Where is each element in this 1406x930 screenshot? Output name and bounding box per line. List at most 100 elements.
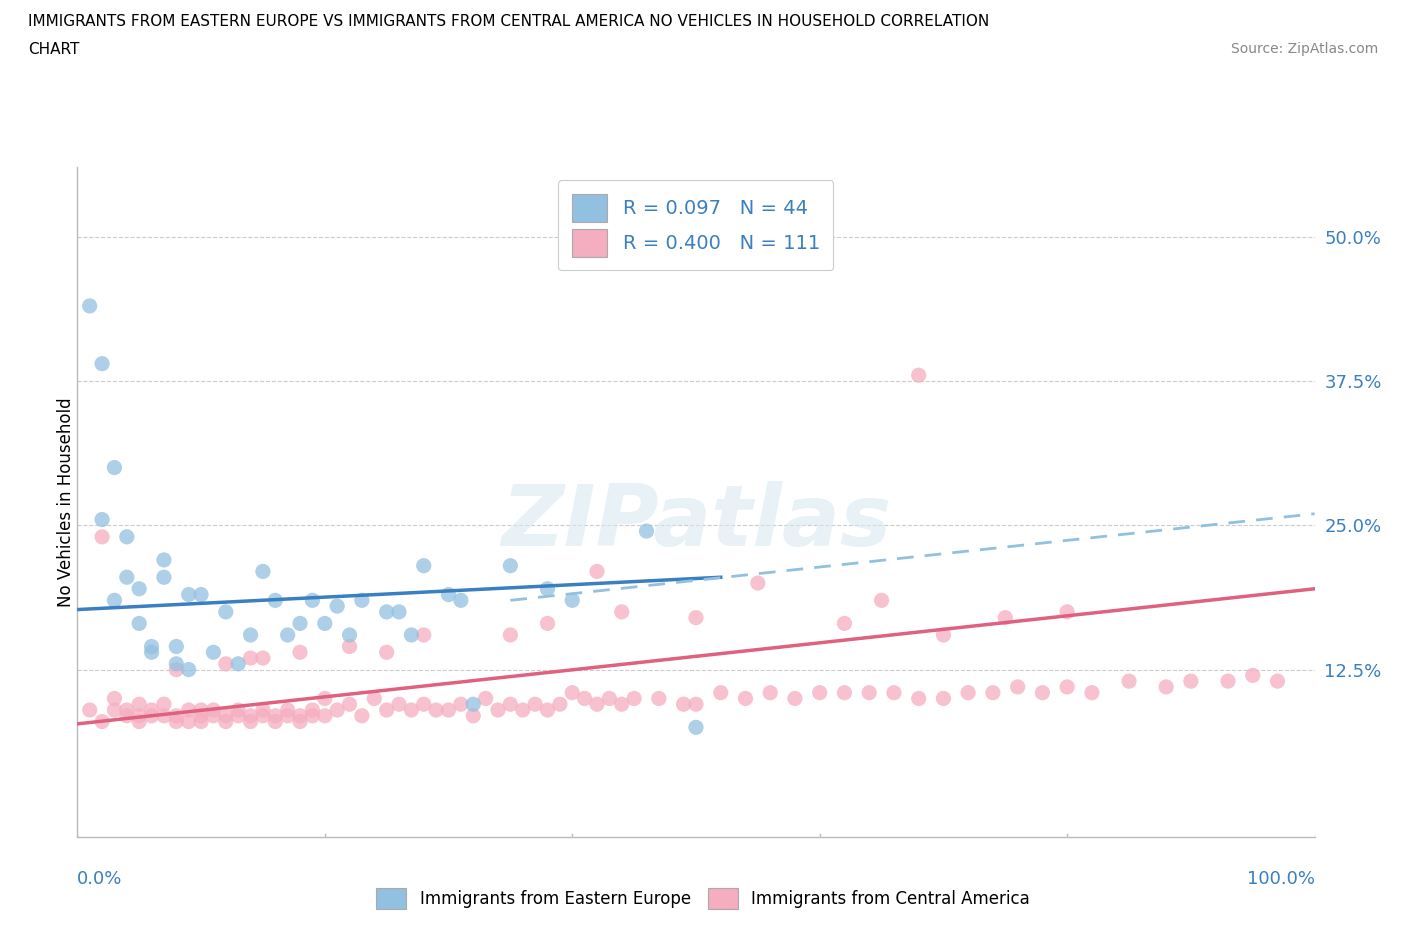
Point	[499, 697, 522, 711]
Point	[288, 714, 311, 729]
Point	[165, 657, 187, 671]
Point	[128, 714, 150, 729]
Point	[463, 697, 485, 711]
Point	[177, 662, 200, 677]
Point	[128, 709, 150, 724]
Point	[870, 593, 893, 608]
Point	[1056, 604, 1078, 619]
Point	[548, 697, 571, 711]
Point	[932, 628, 955, 643]
Point	[252, 709, 274, 724]
Point	[561, 593, 583, 608]
Point	[215, 657, 238, 671]
Point	[202, 644, 225, 659]
Text: ZIPatlas: ZIPatlas	[501, 481, 891, 564]
Point	[1031, 685, 1053, 700]
Point	[425, 702, 447, 717]
Point	[190, 587, 212, 602]
Point	[734, 691, 756, 706]
Point	[561, 685, 583, 700]
Point	[165, 639, 187, 654]
Point	[79, 299, 101, 313]
Point	[783, 691, 806, 706]
Point	[91, 529, 114, 544]
Point	[115, 702, 138, 717]
Point	[710, 685, 733, 700]
Point	[412, 558, 434, 573]
Point	[1180, 673, 1202, 688]
Point	[981, 685, 1004, 700]
Text: Source: ZipAtlas.com: Source: ZipAtlas.com	[1230, 42, 1378, 56]
Point	[486, 702, 509, 717]
Point	[648, 691, 671, 706]
Point	[252, 651, 274, 666]
Point	[759, 685, 782, 700]
Point	[586, 697, 609, 711]
Point	[128, 616, 150, 631]
Point	[907, 691, 929, 706]
Point	[623, 691, 645, 706]
Point	[450, 593, 472, 608]
Point	[437, 702, 460, 717]
Point	[239, 628, 262, 643]
Point	[350, 593, 373, 608]
Point	[177, 587, 200, 602]
Point	[412, 697, 434, 711]
Point	[202, 702, 225, 717]
Point	[288, 644, 311, 659]
Point	[215, 604, 238, 619]
Point	[450, 697, 472, 711]
Point	[264, 714, 287, 729]
Point	[808, 685, 831, 700]
Point	[499, 628, 522, 643]
Point	[314, 616, 336, 631]
Point	[375, 604, 398, 619]
Legend: Immigrants from Eastern Europe, Immigrants from Central America: Immigrants from Eastern Europe, Immigran…	[368, 880, 1038, 917]
Point	[574, 691, 596, 706]
Point	[264, 709, 287, 724]
Point	[115, 709, 138, 724]
Point	[339, 639, 361, 654]
Point	[858, 685, 880, 700]
Point	[499, 558, 522, 573]
Point	[277, 709, 299, 724]
Point	[91, 356, 114, 371]
Point	[401, 628, 423, 643]
Y-axis label: No Vehicles in Household: No Vehicles in Household	[58, 397, 75, 607]
Text: IMMIGRANTS FROM EASTERN EUROPE VS IMMIGRANTS FROM CENTRAL AMERICA NO VEHICLES IN: IMMIGRANTS FROM EASTERN EUROPE VS IMMIGR…	[28, 14, 990, 29]
Point	[536, 616, 558, 631]
Point	[883, 685, 905, 700]
Point	[165, 714, 187, 729]
Point	[994, 610, 1017, 625]
Point	[437, 587, 460, 602]
Point	[339, 697, 361, 711]
Point	[177, 714, 200, 729]
Point	[301, 702, 323, 717]
Point	[932, 691, 955, 706]
Point	[141, 644, 163, 659]
Point	[239, 714, 262, 729]
Point	[1007, 680, 1029, 695]
Point	[339, 628, 361, 643]
Point	[388, 697, 411, 711]
Point	[301, 593, 323, 608]
Point	[288, 616, 311, 631]
Point	[153, 709, 176, 724]
Point	[128, 697, 150, 711]
Text: 0.0%: 0.0%	[77, 870, 122, 887]
Text: 100.0%: 100.0%	[1247, 870, 1315, 887]
Point	[79, 702, 101, 717]
Point	[103, 460, 125, 475]
Point	[412, 628, 434, 643]
Point	[91, 714, 114, 729]
Point	[685, 720, 707, 735]
Point	[1216, 673, 1239, 688]
Point	[128, 581, 150, 596]
Point	[264, 593, 287, 608]
Point	[141, 639, 163, 654]
Point	[165, 662, 187, 677]
Point	[463, 709, 485, 724]
Point	[190, 709, 212, 724]
Point	[239, 709, 262, 724]
Point	[536, 702, 558, 717]
